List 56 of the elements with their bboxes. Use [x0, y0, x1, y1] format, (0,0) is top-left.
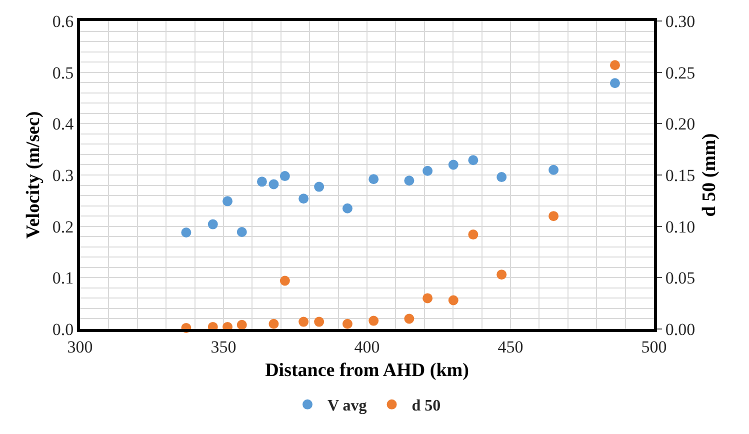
y-tick-label: 0.1 — [52, 268, 74, 288]
point — [298, 316, 309, 327]
point — [298, 194, 309, 204]
point — [208, 219, 218, 230]
point — [280, 171, 290, 182]
point — [280, 276, 290, 286]
y-axis-title: Velocity (m/sec) — [23, 111, 44, 239]
point — [422, 166, 433, 176]
y2-tick-label: 0.00 — [665, 320, 696, 339]
point — [236, 226, 247, 237]
point — [422, 293, 433, 304]
point — [314, 182, 324, 192]
point — [610, 60, 620, 70]
x-axis-title: Distance from AHD (km) — [265, 360, 469, 382]
point — [468, 230, 478, 240]
point — [222, 196, 233, 206]
point — [268, 318, 279, 329]
x-tick-label: 300 — [67, 337, 93, 356]
x-tick-label: 450 — [498, 337, 524, 356]
legend-label: d 50 — [412, 398, 441, 415]
y2-tick-label: 0.20 — [665, 114, 696, 134]
y2-axis-title: d 50 (mm) — [698, 133, 720, 217]
point — [342, 203, 352, 214]
y-tick-label: 0.0 — [52, 320, 74, 339]
point — [496, 172, 507, 182]
y2-tick-label: 0.25 — [665, 63, 696, 82]
point — [368, 316, 379, 326]
x-tick-label: 400 — [354, 337, 380, 356]
point — [314, 316, 324, 327]
point — [496, 270, 507, 280]
point — [448, 160, 458, 170]
point — [404, 176, 414, 186]
point — [236, 320, 247, 330]
point — [548, 211, 559, 222]
y-tick-label: 0.5 — [52, 63, 74, 82]
y2-tick-label: 0.10 — [665, 217, 696, 236]
y2-tick-label: 0.30 — [665, 12, 696, 31]
point — [548, 164, 559, 175]
x-tick-label: 500 — [641, 337, 667, 356]
point — [610, 78, 620, 88]
point — [268, 179, 279, 190]
point — [256, 176, 267, 187]
point — [404, 314, 414, 324]
x-tick-label: 350 — [210, 337, 236, 356]
y2-tick-label: 0.15 — [665, 166, 696, 185]
y-tick-label: 0.6 — [52, 12, 74, 31]
y-tick-label: 0.4 — [52, 114, 74, 134]
point — [368, 174, 379, 184]
point — [468, 155, 478, 166]
point — [448, 295, 458, 306]
point — [181, 227, 192, 238]
point — [342, 318, 352, 329]
y-tick-label: 0.2 — [52, 217, 74, 236]
legend-label: V avg — [328, 398, 367, 415]
y2-tick-label: 0.05 — [665, 268, 696, 288]
y-tick-label: 0.3 — [52, 166, 74, 185]
